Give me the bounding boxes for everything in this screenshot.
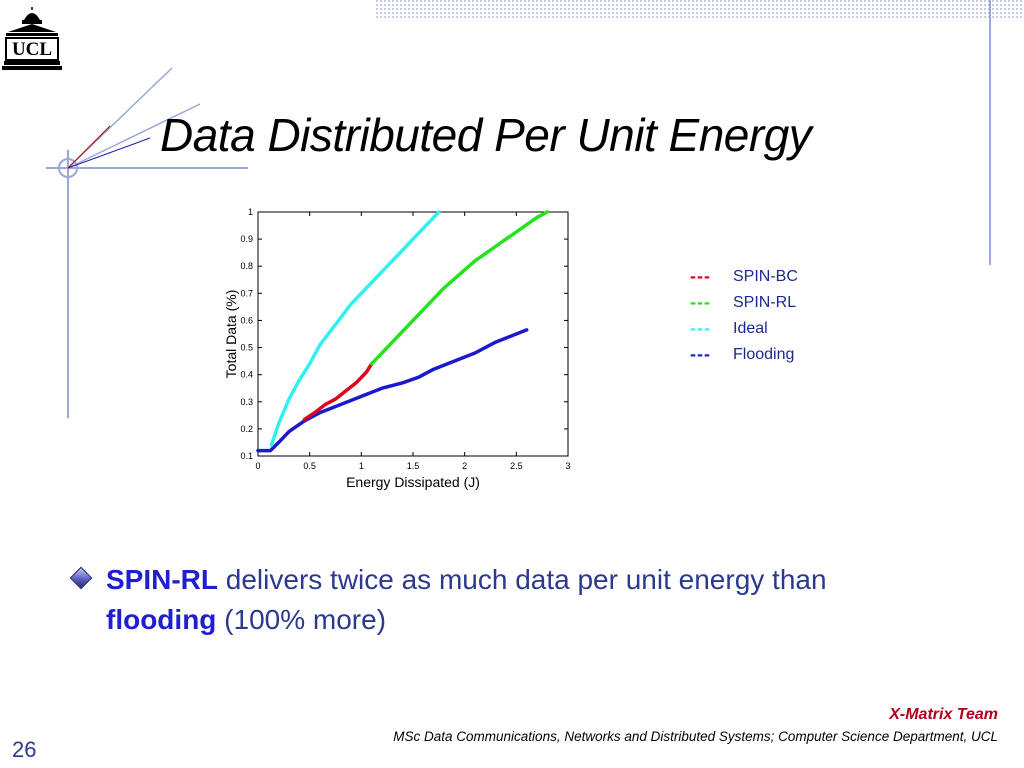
legend-item-spin-rl: --- SPIN-RL [690,292,830,318]
y-tick-label: 0.4 [240,370,253,380]
divider-circle [58,158,78,178]
legend-label: SPIN-RL [733,294,797,311]
bullet-highlight-flooding: flooding [106,604,217,635]
y-tick-label: 0.7 [240,288,253,298]
y-tick-label: 0.1 [240,451,253,461]
legend-label: SPIN-BC [733,268,798,285]
divider-line [67,125,111,169]
bullet-text-body: delivers twice as much data per unit ene… [218,564,827,595]
legend-label: Ideal [733,320,768,337]
legend-label: Flooding [733,346,795,363]
divider-line [67,103,201,169]
x-axis-label: Energy Dissipated (J) [346,474,480,490]
legend-swatch: --- [690,292,711,312]
chart-legend: --- SPIN-BC --- SPIN-RL --- Ideal --- Fl… [690,266,830,370]
legend-item-ideal: --- Ideal [690,318,830,344]
footer-team: X-Matrix Team [889,706,998,723]
footer-course: MSc Data Communications, Networks and Di… [393,729,998,744]
x-tick-label: 2 [462,461,467,471]
x-tick-label: 3 [565,461,570,471]
x-tick-label: 2.5 [510,461,523,471]
y-tick-label: 1 [248,207,253,217]
y-tick-label: 0.3 [240,397,253,407]
chart: 0 0.5 1 1.5 2 2.5 3 0.1 0.2 0.3 0.4 0.5 0.6 0.7 0.8 0.9… [223,207,571,490]
series-line-spin-bc [302,362,374,422]
divider-line [67,137,151,169]
x-tick-label: 0.5 [303,461,316,471]
y-tick-label: 0.8 [240,261,253,271]
legend-item-spin-bc: --- SPIN-BC [690,266,830,292]
y-tick-label: 0.6 [240,315,253,325]
series-line-spin-rl [369,210,550,366]
bullet-text-tail: (100% more) [216,604,387,635]
legend-swatch: --- [690,266,711,286]
x-tick-label: 1 [359,461,364,471]
bullet-text: SPIN-RL delivers twice as much data per … [106,560,926,640]
y-axis-label: Total Data (%) [223,290,239,379]
x-tick-label: 0 [255,461,260,471]
slide-title: Data Distributed Per Unit Energy [160,109,812,161]
bullet-highlight-spin-rl: SPIN-RL [106,564,218,595]
ucl-logo-text: UCL [11,39,53,60]
x-tick-label: 1.5 [407,461,420,471]
ucl-logo-icon [2,7,62,70]
y-tick-label: 0.2 [240,424,253,434]
page-number: 26 [12,737,37,762]
top-band [376,0,1024,18]
series-line-flooding [256,328,529,453]
legend-item-flooding: --- Flooding [690,344,830,370]
legend-swatch: --- [690,318,711,338]
series-line-ideal [269,210,441,447]
y-tick-label: 0.5 [240,343,253,353]
y-tick-label: 0.9 [240,234,253,244]
legend-swatch: --- [690,344,711,364]
